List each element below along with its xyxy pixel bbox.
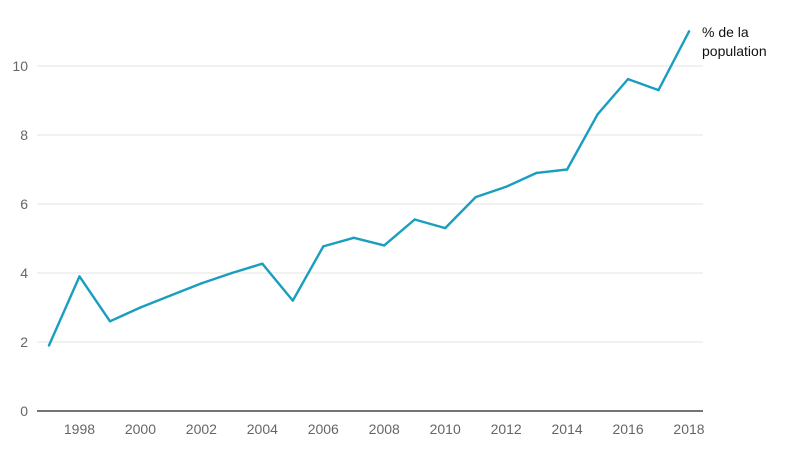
data-point [47,344,51,347]
x-tick-label: 2018 [673,421,704,437]
gridlines [37,65,703,343]
series-layer [47,30,691,347]
series-label-line-1: % de la [702,24,749,40]
x-tick-label: 2002 [186,421,217,437]
data-point [443,226,447,230]
x-tick-label: 1998 [64,421,95,437]
y-tick-label: 6 [20,196,28,212]
data-point [200,282,203,285]
x-axis-tick-labels: 1998 2000 2002 2004 2006 2008 2010 2012 2014 2016… [64,421,705,437]
data-point [169,294,173,297]
x-tick-label: 2016 [612,421,643,437]
data-point [626,77,630,81]
x-tick-label: 2010 [430,421,461,437]
data-point [261,262,264,265]
y-axis-tick-labels: 0 2 4 6 8 10 [12,58,28,419]
data-point [383,244,386,247]
x-tick-label: 2006 [308,421,339,437]
x-tick-label: 2004 [247,421,278,437]
data-point [504,185,508,188]
data-point [657,88,660,92]
data-point [291,299,295,302]
data-point [139,306,142,309]
data-point [596,113,599,116]
x-tick-label: 2014 [552,421,583,437]
y-tick-label: 2 [20,334,28,350]
data-point [78,275,81,278]
x-tick-label: 2008 [369,421,400,437]
data-point [352,236,355,240]
x-tick-label: 2012 [491,421,522,437]
data-point [108,320,112,323]
data-point [230,271,234,275]
series-line [47,30,691,347]
y-tick-label: 8 [20,127,28,143]
series-label: % de la population [702,24,767,59]
y-tick-label: 10 [12,58,28,74]
data-point [535,171,538,175]
data-point [687,30,691,33]
x-tick-label: 2000 [125,421,156,437]
y-tick-label: 4 [20,265,28,281]
series-label-line-2: population [702,43,767,59]
data-point [322,245,325,248]
data-point [474,195,477,199]
y-tick-label: 0 [20,403,28,419]
data-point [413,218,416,221]
data-point [565,168,569,171]
